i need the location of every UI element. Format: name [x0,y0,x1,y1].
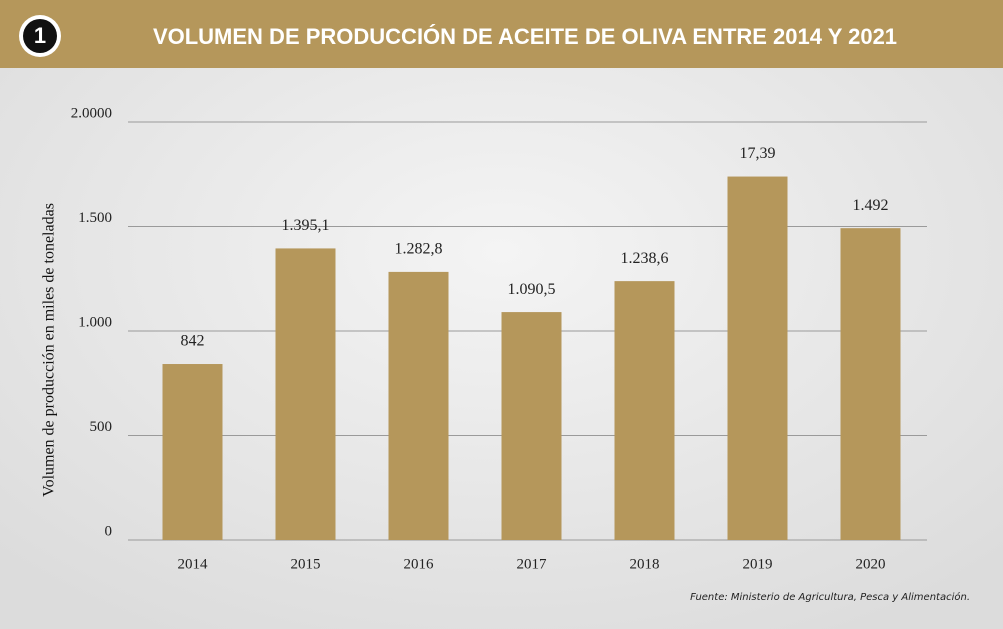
bar [388,271,449,540]
bar [727,176,788,540]
x-tick-label: 2017 [517,556,548,572]
x-tick-label: 2014 [178,556,209,572]
x-tick-label: 2018 [630,556,660,572]
data-label: 1.090,5 [508,281,556,298]
badge-number: 1 [34,23,46,48]
x-tick-label: 2019 [743,556,773,572]
x-tick-label: 2020 [856,556,886,572]
data-label: 842 [181,333,205,350]
data-label: 1.395,1 [282,217,330,234]
bar [501,312,562,540]
bar [840,228,901,540]
source-note: Fuente: Ministerio de Agricultura, Pesca… [690,591,970,603]
data-label: 1.492 [853,197,889,214]
header-band [0,0,1003,68]
x-tick-label: 2015 [291,556,321,572]
bar [162,364,223,540]
bar [614,281,675,540]
bar [275,248,336,540]
y-tick-label: 0 [105,523,113,539]
data-label: 17,39 [740,145,776,162]
badge-circle [23,19,57,53]
chart-title: VOLUMEN DE PRODUCCIÓN DE ACEITE DE OLIVA… [153,24,897,49]
y-tick-label: 500 [90,419,113,435]
data-label: 1.282,8 [395,241,443,258]
y-tick-label: 1.000 [78,314,112,330]
x-tick-label: 2016 [404,556,435,572]
y-tick-label: 1.500 [78,210,112,226]
data-label: 1.238,6 [621,250,669,267]
y-tick-label: 2.0000 [71,105,112,121]
y-axis-label: Volumen de producción en miles de tonela… [41,203,58,497]
